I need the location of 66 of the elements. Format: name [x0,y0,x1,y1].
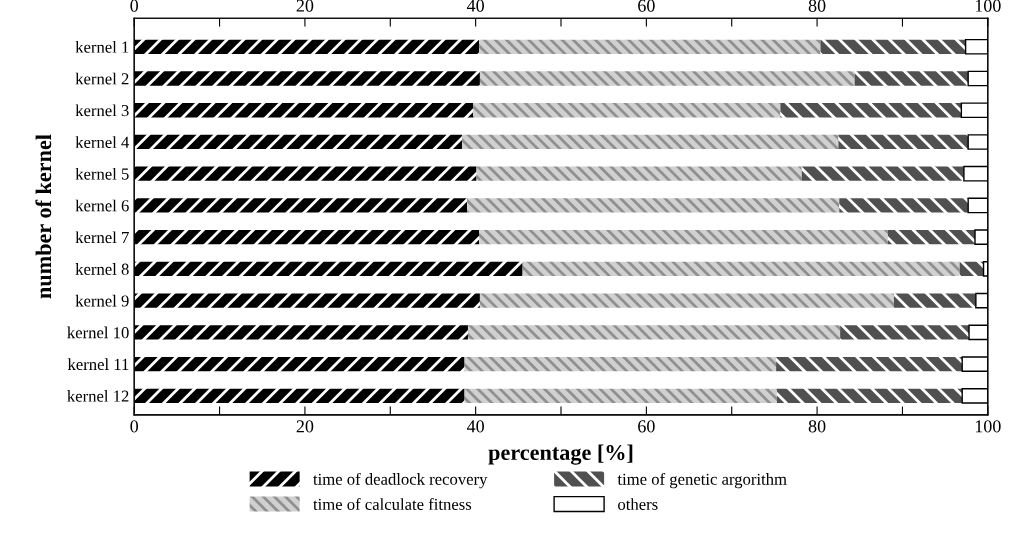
y-tick-label: kernel 7 [75,231,129,244]
bar [479,39,821,54]
y-tick-label: kernel 4 [75,136,130,148]
bar [479,293,894,308]
bar [464,388,777,403]
x2-tick-label: 80 [808,0,826,12]
bar [820,39,966,54]
bar [464,356,777,372]
bar [134,325,468,340]
bar [473,103,781,118]
y-tick-label: kernel 1 [75,41,129,53]
x-tick-label: 100 [975,420,1001,433]
y-tick-label: kernel 2 [75,72,129,85]
bar [461,134,839,150]
bar [134,356,465,372]
bar [838,134,969,150]
y-tick-label: kernel 11 [67,358,129,371]
bar [479,71,855,86]
bar [522,261,960,277]
x2-tick-label: 60 [638,0,655,12]
bar [134,39,480,54]
x2-tick-label: 0 [130,0,139,12]
x-axis-title: percentage [%] [488,444,633,465]
y-tick-label: kernel 12 [67,390,129,402]
bar [467,325,841,340]
bar [476,166,802,181]
bar [893,293,976,308]
x2-tick-label: 100 [975,0,1001,12]
bar [959,261,984,277]
x-tick-label: 0 [130,420,139,433]
y-tick-label: kernel 10 [67,326,129,339]
x-tick-label: 80 [808,420,826,433]
bar [134,166,477,181]
bar [839,198,969,213]
x-tick-label: 60 [638,420,655,433]
legend-label: time of genetic argorithm [617,472,787,489]
bar [467,198,840,213]
y-tick-label: kernel 6 [75,199,129,212]
bar [134,103,474,118]
bar [780,103,962,118]
bar [776,388,963,403]
bar [479,230,888,245]
x-tick-label: 20 [296,420,314,433]
y-tick-label: kernel 8 [75,263,129,275]
bar [134,198,468,213]
bar [776,356,963,372]
x-tick-label: 40 [466,420,484,433]
x2-tick-label: 20 [296,0,314,12]
legend-label: time of calculate fitness [313,498,472,510]
bar [134,71,480,86]
bar [134,388,465,403]
legend-label: time of deadlock recovery [313,472,488,489]
bar [854,71,969,86]
y-tick-label: kernel 9 [75,294,129,307]
x2-tick-label: 40 [466,0,484,12]
bar [134,230,480,245]
bar [134,293,480,308]
y-tick-label: kernel 3 [75,104,129,117]
bar [887,230,976,245]
bar [134,134,462,150]
bar [801,166,964,181]
y-tick-label: kernel 5 [75,167,129,180]
bar [134,261,523,277]
legend-label: others [618,498,658,510]
y-axis-title: number of kernel [35,134,52,299]
bar [840,325,970,340]
